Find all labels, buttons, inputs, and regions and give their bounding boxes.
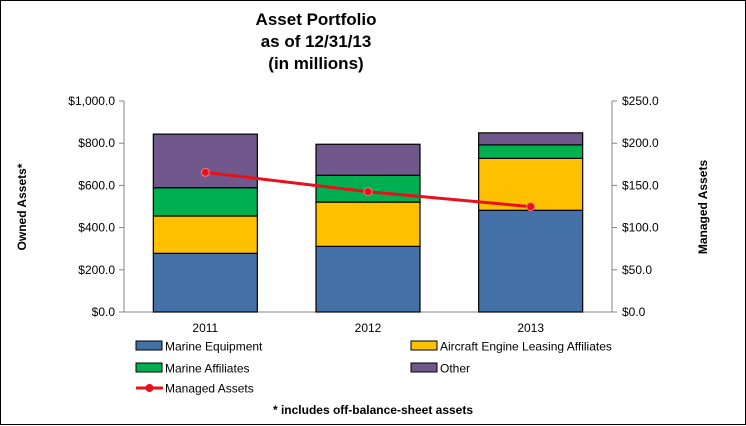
bar-marine-affiliates-2013 <box>478 144 584 159</box>
y-tick-label-left: $800.0 <box>78 136 115 150</box>
managed-assets-point-2012 <box>363 187 373 197</box>
y-tick-label-right: $150.0 <box>622 178 659 192</box>
title-line-3: (in millions) <box>268 54 363 73</box>
y-axis-label-left: Owned Assets* <box>15 163 29 250</box>
legend-label-aircraft-engine-leasing-affiliates: Aircraft Engine Leasing Affiliates <box>440 340 612 354</box>
y-tick-label-right: $200.0 <box>622 136 659 150</box>
bar-aircraft-engine-leasing-affiliates-2011 <box>152 215 258 254</box>
x-tick-label: 2012 <box>355 321 382 335</box>
managed-assets-line <box>200 167 536 212</box>
y-tick-label-left: $400.0 <box>78 221 115 235</box>
y-tick-label-left: $200.0 <box>78 263 115 277</box>
bar-aircraft-engine-leasing-affiliates-2012 <box>315 201 421 247</box>
managed-assets-point-2013 <box>526 202 536 212</box>
y-tick-label-right: $100.0 <box>622 221 659 235</box>
legend-swatch-marine-affiliates <box>135 362 163 373</box>
bar-other-2012 <box>315 143 421 176</box>
legend: Marine Equipment Aircraft Engine Leasing … <box>135 340 612 396</box>
legend-swatch-marker-managed-assets <box>145 384 154 392</box>
footnote: * includes off-balance-sheet assets <box>273 403 473 417</box>
bar-marine-equipment-2013 <box>478 209 584 313</box>
title-line-1: Asset Portfolio <box>256 10 377 29</box>
chart-title: Asset Portfolio as of 12/31/13 (in milli… <box>256 10 377 73</box>
bars <box>152 132 584 313</box>
bar-marine-affiliates-2011 <box>152 187 258 217</box>
y-tick-label-left: $600.0 <box>78 178 115 192</box>
bar-aircraft-engine-leasing-affiliates-2013 <box>478 157 584 211</box>
title-line-2: as of 12/31/13 <box>261 32 372 51</box>
bar-marine-equipment-2012 <box>315 245 421 313</box>
y-tick-label-left: $0.0 <box>92 305 116 319</box>
bar-marine-equipment-2011 <box>152 252 258 313</box>
y-tick-label-right: $0.0 <box>622 305 646 319</box>
bar-other-2013 <box>478 132 584 146</box>
bar-other-2011 <box>152 133 258 189</box>
legend-label-managed-assets: Managed Assets <box>165 382 254 396</box>
legend-label-marine-equipment: Marine Equipment <box>165 340 263 354</box>
y-tick-label-left: $1,000.0 <box>68 94 115 108</box>
y-tick-label-right: $50.0 <box>622 263 652 277</box>
legend-label-other: Other <box>440 362 470 376</box>
y-tick-label-right: $250.0 <box>622 94 659 108</box>
legend-label-marine-affiliates: Marine Affiliates <box>165 362 250 376</box>
y-axis-label-right: Managed Assets <box>696 160 710 255</box>
x-tick-label: 2011 <box>192 321 218 335</box>
legend-swatch-marine-equipment <box>135 340 163 351</box>
axes: $0.0 $200.0 $400.0 $600.0 $800.0 $1,000.0 $0.0… <box>68 94 659 335</box>
legend-swatch-aircraft-engine-leasing-affiliates <box>410 340 438 351</box>
legend-swatch-other <box>410 362 438 373</box>
managed-assets-point-2011 <box>200 167 210 177</box>
x-tick-label: 2013 <box>517 321 544 335</box>
